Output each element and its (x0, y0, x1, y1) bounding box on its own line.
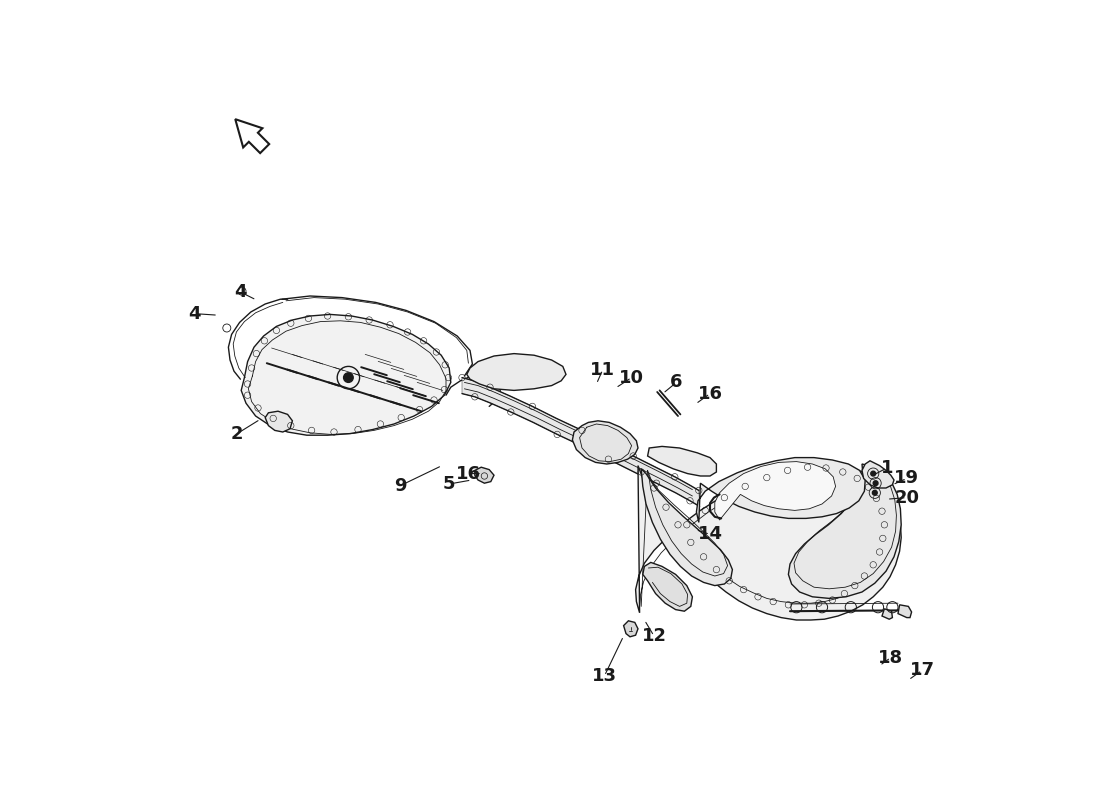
Polygon shape (641, 469, 733, 586)
Text: 6: 6 (670, 374, 683, 391)
Text: 1: 1 (881, 459, 893, 477)
Polygon shape (624, 621, 638, 637)
Text: 5: 5 (443, 475, 455, 493)
Text: 4: 4 (234, 283, 246, 301)
Text: 9: 9 (394, 477, 407, 494)
Polygon shape (241, 314, 451, 435)
Polygon shape (862, 461, 894, 488)
Polygon shape (235, 119, 270, 153)
Polygon shape (648, 446, 716, 476)
Text: 16: 16 (455, 465, 481, 482)
Polygon shape (642, 562, 692, 611)
Polygon shape (898, 605, 912, 618)
Text: 11: 11 (591, 361, 615, 378)
Polygon shape (466, 354, 566, 390)
Text: 20: 20 (894, 489, 920, 506)
Polygon shape (475, 467, 494, 483)
Circle shape (343, 373, 353, 382)
Text: 13: 13 (592, 667, 617, 685)
Text: 4: 4 (188, 305, 200, 322)
Text: 2: 2 (231, 425, 243, 442)
Text: 12: 12 (641, 627, 667, 645)
Bar (814, 512, 850, 536)
Text: 16: 16 (697, 385, 723, 402)
Polygon shape (696, 458, 866, 522)
Text: 14: 14 (697, 526, 723, 543)
Polygon shape (462, 378, 700, 506)
Circle shape (872, 490, 877, 495)
Circle shape (871, 471, 876, 476)
Polygon shape (265, 411, 293, 432)
Polygon shape (636, 465, 901, 620)
Text: 19: 19 (894, 470, 920, 487)
Polygon shape (882, 609, 892, 619)
Circle shape (873, 481, 878, 486)
Text: 18: 18 (878, 649, 903, 666)
Polygon shape (715, 462, 836, 520)
Polygon shape (572, 421, 638, 464)
Polygon shape (789, 464, 901, 598)
Text: 10: 10 (619, 369, 645, 386)
Text: 17: 17 (910, 662, 935, 679)
